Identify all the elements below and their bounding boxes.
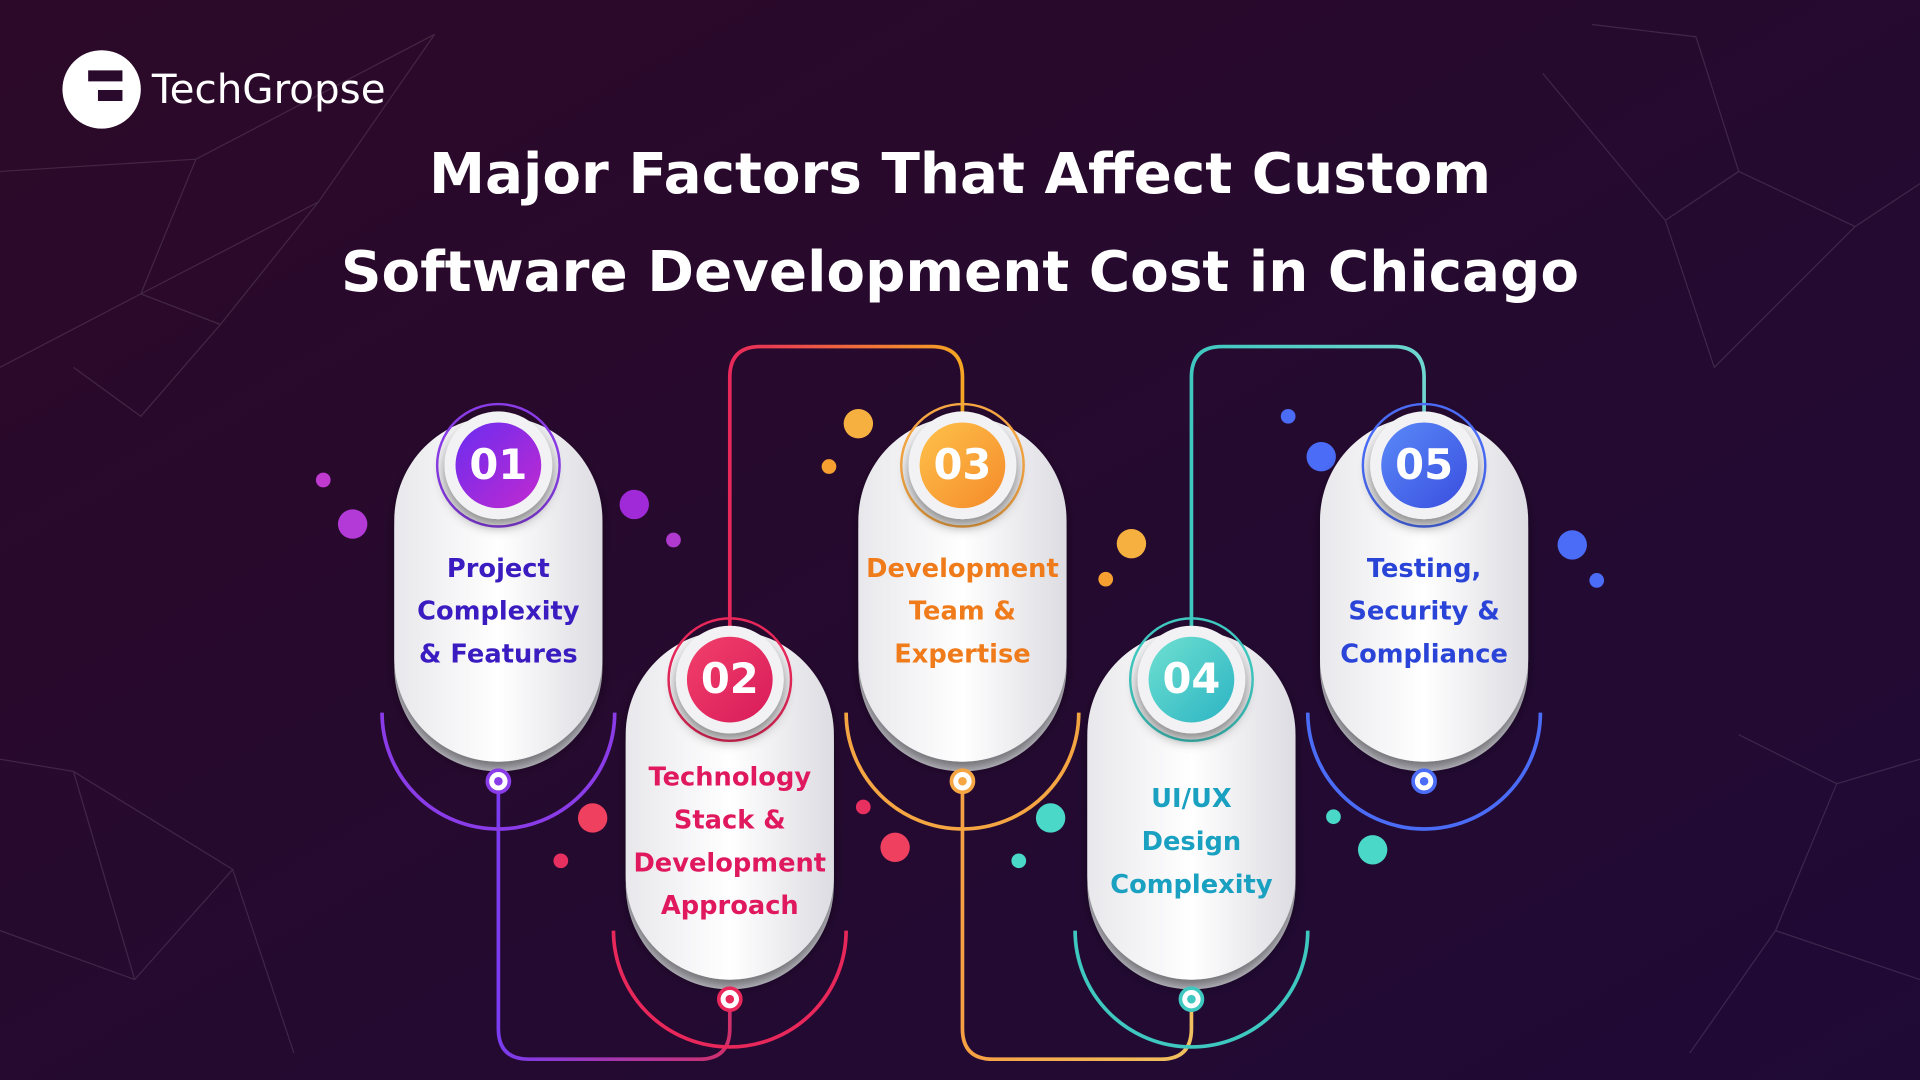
badge-number: 02 (701, 654, 759, 703)
card-body (858, 416, 1067, 762)
factor-label-line: Security & (1348, 597, 1499, 627)
factor-label-line: Compliance (1340, 640, 1508, 670)
factor-card: 02 Technology Stack & Development Approach (611, 617, 848, 1049)
logo-mark (62, 50, 141, 129)
factor-label-line: Development (633, 848, 826, 878)
bubbles (315, 408, 1605, 869)
factor-label-line: Complexity (1110, 870, 1273, 900)
factor-label-line: Stack & (674, 806, 786, 836)
card-body (1087, 630, 1296, 980)
badge (686, 636, 773, 723)
factor-label-line: Technology (648, 763, 811, 793)
factor-card: 05 Testing, Security & Compliance (1305, 402, 1543, 831)
title-line: Software Development Cost in Chicago (341, 240, 1579, 305)
badge-ring (435, 402, 561, 528)
card-body (625, 630, 834, 980)
factor-card: 04 UI/UX Design Complexity (1073, 617, 1310, 1049)
factor-label-line: Testing, (1367, 554, 1481, 584)
badge (1148, 636, 1235, 723)
connector-node-core (958, 776, 967, 786)
badge-ring (667, 617, 793, 743)
brand-name: TechGropse (151, 65, 386, 113)
factor-label-line: Design (1142, 827, 1242, 857)
badge-number: 05 (1395, 440, 1453, 489)
badge-number: 01 (469, 440, 527, 489)
connectors (496, 344, 1426, 1062)
card-arc (611, 930, 848, 1049)
connector-node-core (1419, 776, 1429, 786)
title-line: Major Factors That Affect Custom (429, 142, 1491, 207)
factor-label-line: Project (447, 554, 550, 584)
factor-label-line: UI/UX (1151, 784, 1232, 814)
badge-number: 04 (1162, 654, 1220, 703)
card-body (394, 416, 603, 762)
factor-label-line: Development (866, 554, 1059, 584)
card-arc (380, 712, 617, 831)
card-arc (844, 712, 1081, 831)
connector-node-core (494, 776, 503, 786)
badge-ring (900, 402, 1025, 528)
badge (919, 422, 1006, 509)
card-arc (1073, 930, 1310, 1049)
badge-ring (1128, 617, 1254, 743)
factor-card: 01 Project Complexity & Features (380, 402, 617, 831)
factor-label-line: Team & (909, 597, 1016, 627)
factor-card: 03 Development Team & Expertise (844, 402, 1081, 831)
logo-mark-cut (88, 70, 123, 102)
badge (1381, 422, 1467, 509)
network-decoration (0, 23, 1920, 1054)
card-arc (1305, 712, 1543, 831)
connector-node-core (1187, 994, 1196, 1004)
factor-label-line: Expertise (894, 640, 1030, 670)
connector-node-core (725, 994, 735, 1004)
factor-label-line: Complexity (417, 597, 580, 627)
cards: 01 Project Complexity & Features 02 Technolog… (380, 402, 1543, 1049)
factor-label-line: Approach (661, 891, 799, 921)
badge-number: 03 (933, 440, 991, 489)
badge-ring (1361, 402, 1487, 528)
badge (455, 422, 542, 509)
card-body (1320, 416, 1529, 762)
factor-label-line: & Features (419, 640, 578, 670)
logo: TechGropse (62, 50, 386, 129)
